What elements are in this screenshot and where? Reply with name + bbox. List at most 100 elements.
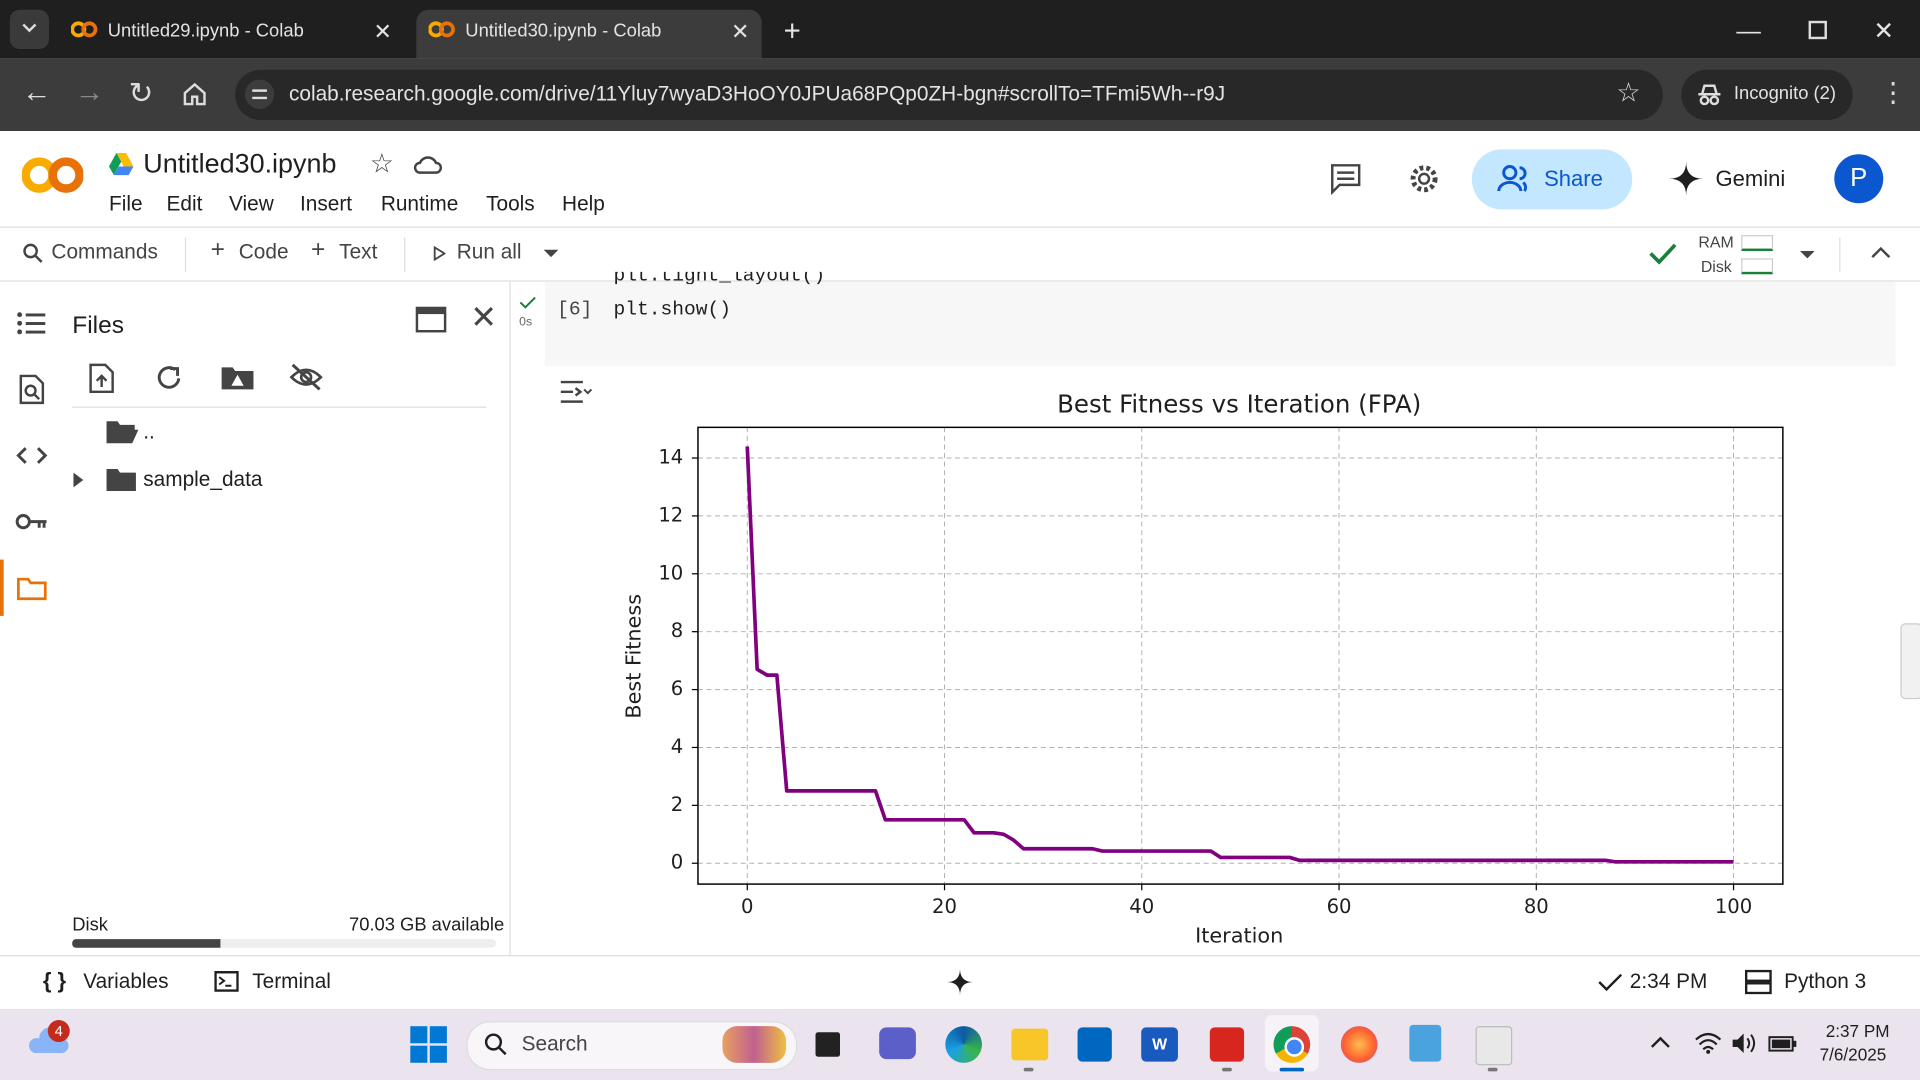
new-tab[interactable]: + bbox=[783, 14, 801, 48]
active-dot bbox=[1279, 1067, 1305, 1072]
terminal-button[interactable]: Terminal bbox=[252, 969, 331, 994]
gemini-icon[interactable] bbox=[1668, 161, 1704, 196]
close-window[interactable]: ✕ bbox=[1873, 18, 1894, 46]
collapse-button[interactable] bbox=[1871, 246, 1891, 259]
incognito-icon bbox=[1698, 84, 1721, 106]
menu-item[interactable]: Tools bbox=[486, 192, 535, 216]
notebook-title[interactable]: Untitled30.ipynb bbox=[143, 148, 337, 179]
toc-icon[interactable] bbox=[17, 311, 46, 335]
find-icon[interactable] bbox=[18, 373, 45, 405]
bookmark-star[interactable]: ☆ bbox=[1616, 77, 1641, 108]
close-panel[interactable]: ✕ bbox=[470, 298, 497, 336]
menu-item[interactable]: Help bbox=[562, 192, 605, 216]
browser-menu[interactable]: ⋮ bbox=[1879, 77, 1907, 108]
tab-title[interactable]: Untitled30.ipynb - Colab bbox=[465, 20, 662, 42]
resources-dropdown[interactable] bbox=[1799, 250, 1816, 260]
url[interactable]: colab.research.google.com/drive/11Yluy7w… bbox=[288, 82, 1226, 106]
active-indicator bbox=[0, 559, 4, 616]
comments-button[interactable] bbox=[1330, 163, 1362, 195]
divider bbox=[0, 280, 1920, 282]
python-app[interactable] bbox=[1475, 1026, 1513, 1066]
back-button[interactable]: ← bbox=[22, 75, 52, 109]
explorer-app[interactable] bbox=[1011, 1028, 1049, 1061]
home-button[interactable] bbox=[182, 82, 206, 106]
folder-name[interactable]: sample_data bbox=[143, 467, 263, 492]
disk-usage-label: Disk bbox=[72, 914, 108, 936]
files-icon[interactable] bbox=[16, 574, 48, 601]
task-view[interactable] bbox=[815, 1032, 840, 1057]
add-code-button[interactable]: Code bbox=[238, 240, 289, 264]
gemini-label[interactable]: Gemini bbox=[1715, 166, 1786, 192]
acrobat-app[interactable] bbox=[1209, 1027, 1245, 1062]
site-info-icon[interactable] bbox=[244, 79, 275, 109]
y-tick-label: 10 bbox=[658, 561, 683, 584]
runtime-label[interactable]: Python 3 bbox=[1784, 969, 1867, 994]
volume-icon[interactable] bbox=[1731, 1032, 1758, 1054]
settings-button[interactable] bbox=[1408, 163, 1440, 195]
run-all-button[interactable]: Run all bbox=[456, 240, 522, 264]
search-icon bbox=[484, 1033, 507, 1056]
omnibox[interactable] bbox=[235, 69, 1663, 120]
code-text[interactable]: plt.show() bbox=[613, 298, 732, 321]
output-menu-icon[interactable] bbox=[558, 378, 593, 405]
avatar[interactable]: P bbox=[1834, 154, 1884, 204]
tray-chevron[interactable] bbox=[1650, 1036, 1671, 1048]
expand-arrow[interactable] bbox=[72, 471, 84, 488]
colab-logo[interactable] bbox=[22, 156, 84, 195]
reload-button[interactable]: ↻ bbox=[128, 77, 154, 111]
code-text: plt.tight_layout() bbox=[613, 271, 826, 285]
commands-button[interactable]: Commands bbox=[51, 240, 158, 264]
share-icon bbox=[1497, 165, 1528, 192]
variables-button[interactable]: Variables bbox=[83, 969, 169, 994]
mount-drive-icon[interactable] bbox=[220, 364, 254, 391]
cloud-icon[interactable] bbox=[413, 153, 442, 175]
notepad-app[interactable] bbox=[1409, 1024, 1442, 1062]
restore[interactable] bbox=[1808, 20, 1827, 40]
teams-app[interactable] bbox=[879, 1027, 916, 1060]
tab-title[interactable]: Untitled29.ipynb - Colab bbox=[107, 20, 304, 42]
add-text-button[interactable]: Text bbox=[339, 240, 378, 264]
menu-item[interactable]: Edit bbox=[166, 192, 203, 216]
status-time[interactable]: 2:34 PM bbox=[1629, 969, 1708, 994]
secrets-icon[interactable] bbox=[15, 511, 49, 533]
menu-item[interactable]: Insert bbox=[300, 192, 353, 216]
plus-icon: + bbox=[210, 236, 225, 264]
scrollbar-thumb[interactable] bbox=[1900, 623, 1920, 700]
upload-icon[interactable] bbox=[88, 362, 115, 394]
x-tick-label: 40 bbox=[1129, 895, 1154, 918]
share-label: Share bbox=[1544, 166, 1603, 192]
open-in-tab[interactable] bbox=[415, 306, 447, 333]
star-button[interactable]: ☆ bbox=[369, 148, 394, 179]
gemini-bottom-icon[interactable] bbox=[946, 968, 974, 996]
word-app[interactable]: W bbox=[1141, 1027, 1178, 1062]
minimize[interactable]: — bbox=[1736, 18, 1761, 46]
edge-app[interactable] bbox=[945, 1026, 983, 1063]
start-button[interactable] bbox=[410, 1026, 447, 1063]
tab-close[interactable]: ✕ bbox=[373, 19, 392, 45]
code-snippets-icon[interactable] bbox=[16, 446, 48, 466]
dropdown-icon[interactable] bbox=[542, 249, 559, 259]
hide-files-icon[interactable] bbox=[289, 362, 323, 391]
forward-button[interactable]: → bbox=[74, 75, 105, 109]
clock-time[interactable]: 2:37 PM bbox=[1825, 1021, 1890, 1041]
menu-item[interactable]: Runtime bbox=[380, 192, 459, 216]
menu-item[interactable]: File bbox=[108, 192, 143, 216]
menu-item[interactable]: View bbox=[228, 192, 274, 216]
refresh-icon[interactable] bbox=[154, 364, 183, 393]
data-line bbox=[745, 446, 1734, 864]
store-app[interactable] bbox=[1077, 1027, 1112, 1062]
wifi-icon[interactable] bbox=[1695, 1032, 1722, 1054]
disk-meter bbox=[1741, 258, 1774, 275]
share-button[interactable] bbox=[1471, 149, 1633, 210]
tab-close[interactable]: ✕ bbox=[731, 19, 750, 45]
y-axis-label: Best Fitness bbox=[621, 594, 645, 719]
firefox-app[interactable] bbox=[1340, 1026, 1378, 1063]
battery-icon[interactable] bbox=[1768, 1033, 1797, 1053]
clock-date[interactable]: 7/6/2025 bbox=[1819, 1044, 1887, 1065]
parent-folder[interactable]: .. bbox=[143, 420, 155, 444]
code-cell[interactable] bbox=[544, 281, 1896, 367]
panel-border bbox=[509, 281, 511, 956]
exec-check bbox=[519, 296, 536, 309]
